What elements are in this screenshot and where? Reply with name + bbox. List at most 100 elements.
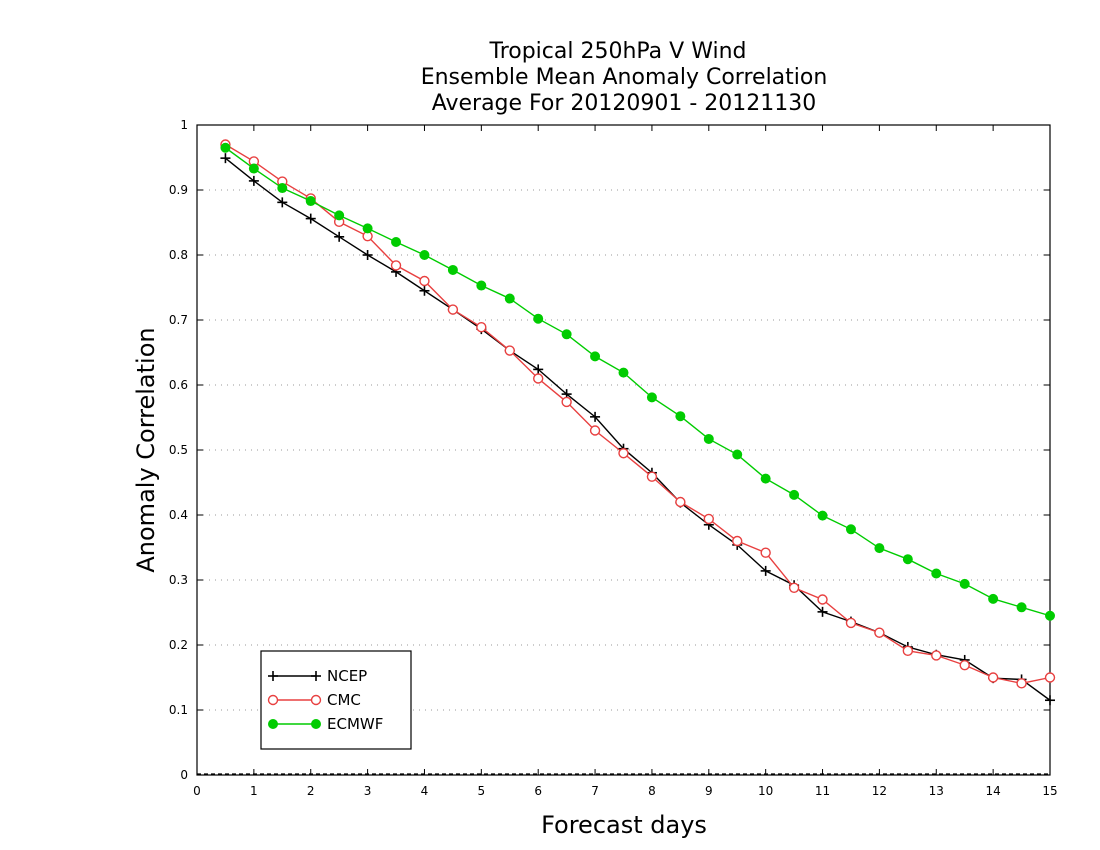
legend-marker-ecmwf [311, 719, 321, 729]
legend-marker-cmc [310, 694, 322, 706]
data-point-cmc [533, 373, 544, 384]
y-tick-label: 0.7 [169, 313, 188, 327]
y-tick-label: 0 [180, 768, 188, 782]
y-tick-label: 0.4 [169, 508, 188, 522]
data-point-ecmwf [391, 237, 402, 247]
x-tick-label: 3 [364, 784, 372, 798]
data-point-ecmwf [732, 449, 743, 460]
legend-label-ecmwf: ECMWF [327, 715, 383, 733]
y-tick-label: 0.2 [169, 638, 188, 652]
data-point-ncep [590, 411, 601, 422]
x-tick-label: 9 [705, 784, 713, 798]
series-line-ncep [224, 157, 1051, 701]
x-tick-label: 0 [193, 784, 201, 798]
chart-title-line-2: Ensemble Mean Anomaly Correlation [421, 65, 828, 90]
data-point-ecmwf [874, 543, 885, 554]
data-point-ncep [1045, 695, 1055, 706]
data-point-ecmwf [419, 250, 430, 260]
chart-title-line-1: Tropical 250hPa V Wind [488, 39, 746, 64]
x-tick-label: 12 [872, 784, 887, 798]
data-point-ecmwf [1045, 610, 1055, 621]
data-point-ecmwf [675, 411, 686, 422]
data-point-cmc [618, 448, 629, 459]
series-ecmwf [220, 142, 1055, 621]
data-point-cmc [959, 659, 970, 671]
data-point-cmc [902, 645, 914, 657]
data-point-ecmwf [362, 223, 373, 234]
data-point-ecmwf [590, 351, 601, 362]
data-point-cmc [874, 627, 885, 638]
legend-label-ncep: NCEP [327, 667, 367, 685]
data-point-ncep [277, 197, 288, 208]
data-point-ecmwf [334, 210, 345, 221]
data-point-ecmwf [476, 280, 487, 291]
data-point-cmc [476, 321, 487, 333]
data-point-ecmwf [504, 293, 515, 304]
legend-marker-ncep [268, 671, 278, 681]
y-axis-label: Anomaly Correlation [132, 327, 160, 572]
data-point-cmc [447, 304, 459, 315]
x-tick-label: 1 [250, 784, 258, 798]
x-tick-label: 8 [648, 784, 656, 798]
data-point-cmc [931, 650, 942, 661]
x-tick-label: 14 [985, 784, 1000, 798]
y-tick-label: 0.3 [169, 573, 188, 587]
data-point-ecmwf [789, 489, 800, 500]
data-point-cmc [987, 672, 999, 683]
x-tick-label: 5 [478, 784, 486, 798]
data-point-ecmwf [646, 392, 657, 403]
data-point-ncep [220, 153, 231, 164]
y-tick-label: 1 [180, 118, 188, 132]
data-point-cmc [760, 547, 771, 558]
data-point-cmc [703, 513, 714, 525]
data-point-cmc [675, 496, 686, 508]
data-point-ecmwf [618, 367, 629, 378]
data-point-cmc [788, 582, 800, 593]
y-tick-label: 0.9 [169, 183, 188, 197]
data-point-cmc [845, 617, 857, 629]
x-tick-label: 10 [758, 784, 773, 798]
data-point-ecmwf [277, 183, 288, 194]
data-point-ecmwf [760, 473, 771, 484]
x-tick-label: 11 [815, 784, 830, 798]
y-tick-label: 0.8 [169, 248, 188, 262]
y-tick-label: 0.6 [169, 378, 188, 392]
legend: NCEP CMC ECMWF [260, 650, 412, 750]
x-tick-label: 4 [421, 784, 429, 798]
data-point-ecmwf [988, 593, 999, 604]
data-point-cmc [817, 594, 828, 605]
data-point-ncep [760, 565, 771, 576]
data-point-ecmwf [561, 329, 572, 340]
legend-marker-ecmwf [268, 719, 278, 729]
legend-marker-cmc [267, 694, 279, 706]
series-cmc [220, 139, 1056, 689]
data-point-ecmwf [902, 554, 913, 565]
x-tick-label: 15 [1042, 784, 1057, 798]
y-tick-label: 0.1 [169, 703, 188, 717]
data-point-ecmwf [533, 313, 544, 324]
data-point-ncep [533, 364, 544, 375]
data-point-ncep [334, 231, 345, 242]
series-layer [220, 139, 1056, 706]
data-point-ecmwf [931, 568, 942, 579]
data-point-ecmwf [959, 578, 970, 589]
legend-entry-ecmwf: ECMWF [268, 715, 383, 733]
data-point-cmc [504, 345, 515, 356]
axis-ticks: 00.10.20.30.40.50.60.70.80.910 1 2 3 4 5 6 7 8 9 1… [169, 118, 1058, 798]
data-point-ncep [419, 285, 430, 296]
legend-marker-ncep [311, 671, 321, 681]
data-point-cmc [732, 535, 743, 547]
x-tick-label: 13 [929, 784, 944, 798]
series-line-cmc [225, 143, 1051, 685]
data-point-ncep [817, 606, 828, 617]
data-point-cmc [561, 396, 572, 408]
data-point-ecmwf [248, 163, 259, 174]
legend-entry-ncep: NCEP [268, 667, 367, 685]
data-point-cmc [390, 260, 402, 271]
data-point-cmc [1044, 672, 1056, 683]
data-point-ncep [362, 250, 373, 260]
x-axis-label: Forecast days [541, 811, 707, 839]
chart-title: Tropical 250hPa V Wind Ensemble Mean Ano… [421, 39, 828, 116]
data-point-ecmwf [817, 510, 828, 521]
